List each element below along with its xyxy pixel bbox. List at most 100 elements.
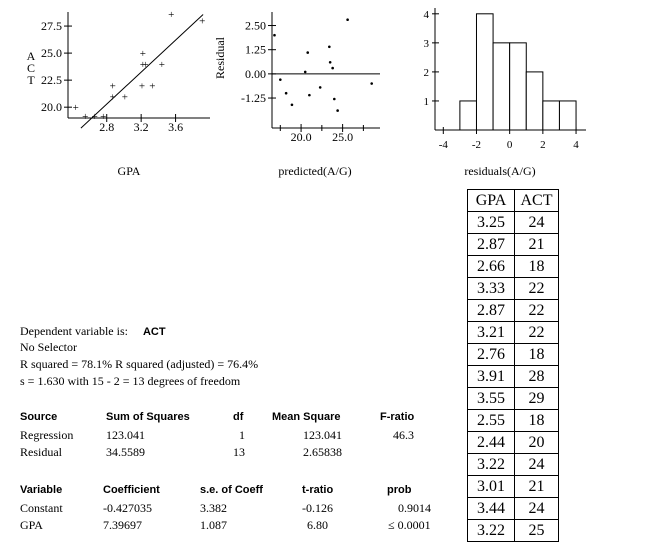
data-point xyxy=(346,18,349,22)
data-point: + xyxy=(168,9,174,21)
y-tick-label: 3 xyxy=(424,38,430,50)
x-tick-label: 4 xyxy=(573,139,579,151)
gpa-cell: 3.44 xyxy=(467,497,515,520)
data-point: + xyxy=(140,59,146,71)
act-cell: 28 xyxy=(514,365,559,388)
x-tick-label: 0 xyxy=(507,139,513,151)
table-row: 3.91 28 xyxy=(467,365,559,388)
data-point: + xyxy=(110,91,116,103)
table-row: 2.87 22 xyxy=(467,299,559,322)
data-point: + xyxy=(100,111,106,123)
table-row: 2.55 18 xyxy=(467,409,559,432)
data-point xyxy=(308,93,311,97)
y-tick-label: -1.25 xyxy=(241,91,266,105)
act-cell: 25 xyxy=(514,519,559,542)
gpa-cell: 3.22 xyxy=(467,453,515,476)
table-row: 3.22 25 xyxy=(467,519,559,542)
x-tick-label: -2 xyxy=(472,139,481,151)
y-tick-label: 4 xyxy=(424,9,430,21)
data-point: + xyxy=(149,81,155,93)
y-tick-label: 1.25 xyxy=(245,43,266,57)
data-point: + xyxy=(199,16,205,28)
dependent-variable-line: Dependent variable is: ACT xyxy=(20,324,166,339)
table-row: 3.33 22 xyxy=(467,277,559,300)
x-axis-label: GPA xyxy=(118,164,141,178)
data-point: + xyxy=(92,111,98,123)
coef-row-constant-coefficient: -0.427035 xyxy=(103,501,152,515)
gpa-cell: 2.55 xyxy=(467,409,515,432)
act-cell: 21 xyxy=(514,475,559,498)
data-point xyxy=(284,91,288,95)
data-table-header-gpa: GPA xyxy=(467,189,515,212)
histogram-bar xyxy=(542,100,560,131)
anova-header-source: Source xyxy=(20,411,58,423)
table-row: 2.76 18 xyxy=(467,343,559,366)
coef-row-constant-prob: 0.9014 xyxy=(398,501,431,515)
coef-header-t: t-ratio xyxy=(302,484,334,496)
data-table-header-row: GPA ACT xyxy=(467,189,559,212)
table-row: 2.66 18 xyxy=(467,255,559,278)
table-row: 3.44 24 xyxy=(467,497,559,520)
data-table-body: 3.25 24 2.87 21 2.66 18 3.33 22 2.87 22 3.21 22 2.76… xyxy=(467,211,559,542)
y-axis-label-char: T xyxy=(27,73,35,87)
y-tick-label: 20.0 xyxy=(41,100,62,114)
y-tick-label: 27.5 xyxy=(41,19,62,33)
anova-row-regression-ms: 123.041 xyxy=(303,428,342,442)
x-axis-label: residuals(A/G) xyxy=(464,164,535,178)
histogram-bar xyxy=(509,42,527,131)
data-point xyxy=(328,45,331,49)
act-cell: 18 xyxy=(514,409,559,432)
anova-row-residual-ss: 34.5589 xyxy=(106,445,145,459)
act-cell: 20 xyxy=(514,431,559,454)
histogram-bar xyxy=(459,100,477,131)
regression-line xyxy=(80,14,204,129)
x-tick-label: 3.6 xyxy=(168,120,183,134)
data-point xyxy=(318,86,322,89)
gpa-act-data-table: GPA ACT 3.25 24 2.87 21 2.66 18 3.33 22 2.87 22 3.2… xyxy=(467,189,559,542)
coef-row-gpa-se: 1.087 xyxy=(200,518,227,532)
histogram-bar xyxy=(525,71,544,131)
table-row: 3.55 29 xyxy=(467,387,559,410)
regression-output: Dependent variable is: ACT No Selector R… xyxy=(20,324,460,540)
data-table-header-act: ACT xyxy=(514,189,559,212)
coef-row-gpa-prob: ≤ 0.0001 xyxy=(388,518,431,532)
gpa-cell: 3.22 xyxy=(467,519,515,542)
coef-row-constant-se: 3.382 xyxy=(200,501,227,515)
y-axis-label-char: C xyxy=(27,61,35,75)
coef-row-gpa-coefficient: 7.39697 xyxy=(103,518,142,532)
coef-header-prob: prob xyxy=(387,484,412,496)
y-tick-label: 2 xyxy=(424,67,430,79)
anova-row-residual-source: Residual xyxy=(20,445,62,459)
histogram-bar xyxy=(475,13,494,131)
table-row: 2.44 20 xyxy=(467,431,559,454)
data-point: + xyxy=(159,59,165,71)
x-tick-label: 3.2 xyxy=(134,120,149,134)
table-row: 3.21 22 xyxy=(467,321,559,344)
data-point xyxy=(328,60,332,64)
anova-row-residual-ms: 2.65838 xyxy=(303,445,342,459)
x-tick-label: 20.0 xyxy=(291,130,312,144)
anova-header-f: F-ratio xyxy=(380,411,415,423)
coef-header-se: s.e. of Coeff xyxy=(200,484,263,496)
act-cell: 24 xyxy=(514,497,559,520)
act-cell: 22 xyxy=(514,299,559,322)
gpa-cell: 2.87 xyxy=(467,299,515,322)
gpa-cell: 3.33 xyxy=(467,277,515,300)
data-point xyxy=(370,82,373,85)
data-point xyxy=(303,70,307,74)
act-cell: 29 xyxy=(514,387,559,410)
table-row: 2.87 21 xyxy=(467,233,559,256)
table-row: 3.22 24 xyxy=(467,453,559,476)
residual-histogram-plot: 1 2 3 4 -4 -2 0 2 4 residuals(A/G) xyxy=(424,8,586,178)
dependent-variable-label: Dependent variable is: xyxy=(20,324,128,338)
act-cell: 18 xyxy=(514,343,559,366)
y-axis-label: Residual xyxy=(213,36,227,79)
data-point: + xyxy=(139,81,145,93)
gpa-cell: 2.44 xyxy=(467,431,515,454)
y-axis-label-char: A xyxy=(27,49,36,63)
data-point: + xyxy=(140,48,146,60)
data-point: + xyxy=(122,91,128,103)
anova-header-df: df xyxy=(233,411,244,423)
